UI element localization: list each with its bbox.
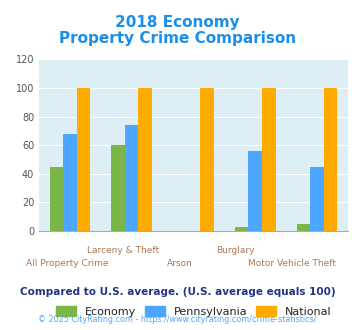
Text: © 2025 CityRating.com - https://www.cityrating.com/crime-statistics/: © 2025 CityRating.com - https://www.city… [38,315,317,324]
Text: Arson: Arson [166,259,192,268]
Bar [200,88,214,231]
Bar [111,145,125,231]
Text: 2018 Economy: 2018 Economy [115,15,240,30]
Bar [262,88,275,231]
Bar [324,88,337,231]
Bar [297,224,310,231]
Bar [235,227,248,231]
Bar [248,151,262,231]
Text: All Property Crime: All Property Crime [26,259,108,268]
Text: Motor Vehicle Theft: Motor Vehicle Theft [248,259,336,268]
Bar [138,88,152,231]
Text: Burglary: Burglary [216,246,255,255]
Bar [310,167,324,231]
Text: Property Crime Comparison: Property Crime Comparison [59,31,296,46]
Text: Larceny & Theft: Larceny & Theft [87,246,159,255]
Bar [50,167,63,231]
Legend: Economy, Pennsylvania, National: Economy, Pennsylvania, National [51,302,336,321]
Bar [77,88,90,231]
Text: Compared to U.S. average. (U.S. average equals 100): Compared to U.S. average. (U.S. average … [20,287,335,297]
Bar [125,125,138,231]
Bar [63,134,77,231]
